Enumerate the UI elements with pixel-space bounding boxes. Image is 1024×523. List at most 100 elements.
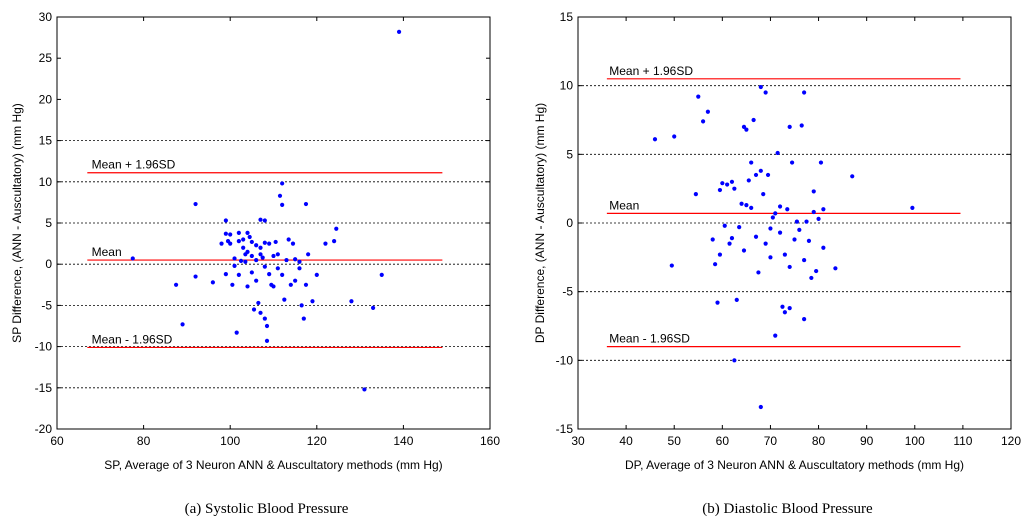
data-point <box>238 258 244 264</box>
data-point <box>741 248 747 253</box>
data-point <box>219 241 224 246</box>
data-point <box>802 317 807 322</box>
grid-lines-systolic <box>57 140 490 389</box>
data-point <box>210 280 215 285</box>
x-ticks-systolic: 60 80 100 120 140 160 <box>50 17 500 448</box>
x-tick-label: 80 <box>137 434 151 448</box>
x-axis-label-diastolic: DP, Average of 3 Neuron ANN & Auscultato… <box>625 458 964 472</box>
data-point <box>230 282 235 287</box>
data-point <box>271 253 276 259</box>
data-point <box>130 256 135 261</box>
data-point <box>245 249 250 254</box>
data-point <box>273 239 278 245</box>
data-point <box>773 211 778 216</box>
data-point <box>310 299 315 304</box>
data-point <box>729 179 735 184</box>
data-point <box>809 275 814 281</box>
y-tick-label: 0 <box>45 257 52 271</box>
data-point <box>241 237 246 242</box>
data-point <box>262 240 267 245</box>
data-point <box>249 239 254 245</box>
caption-systolic: (a) Systolic Blood Pressure <box>185 501 349 517</box>
data-point <box>264 323 270 329</box>
data-point <box>782 252 787 257</box>
data-point <box>297 259 302 264</box>
data-point <box>770 215 775 220</box>
data-point <box>264 338 270 343</box>
data-point <box>284 257 289 263</box>
data-point <box>804 219 809 224</box>
data-point <box>782 310 787 315</box>
y-tick-label: 10 <box>560 79 574 93</box>
data-point <box>710 237 715 242</box>
data-point <box>254 243 259 248</box>
data-point <box>290 241 296 246</box>
data-point <box>301 316 306 321</box>
data-point <box>821 245 826 250</box>
data-point <box>787 264 792 270</box>
data-point <box>737 225 742 230</box>
data-point <box>758 168 763 173</box>
data-point <box>705 109 711 114</box>
reference-line-label: Mean <box>92 245 122 259</box>
y-tick-label: 15 <box>560 10 574 24</box>
data-point <box>245 230 250 235</box>
data-point <box>236 230 241 235</box>
data-point <box>262 316 267 321</box>
data-point <box>245 284 250 289</box>
data-point <box>773 333 778 338</box>
data-point <box>850 174 855 179</box>
data-point <box>785 207 790 212</box>
y-tick-label: -5 <box>41 298 52 312</box>
reference-line-label: Mean - 1.96SD <box>609 332 690 346</box>
x-tick-label: 100 <box>220 434 240 448</box>
data-point <box>258 245 263 250</box>
y-tick-label: 5 <box>566 147 573 161</box>
data-point <box>258 310 263 315</box>
data-point <box>267 271 272 277</box>
data-point <box>739 201 744 206</box>
reference-line-label: Mean - 1.96SD <box>92 332 173 346</box>
y-ticks-diastolic: -15 -10 -5 0 5 10 15 <box>556 10 1011 436</box>
data-point <box>799 123 804 128</box>
data-point <box>332 239 337 244</box>
data-point <box>794 219 800 224</box>
data-point <box>729 236 735 241</box>
data-point <box>722 223 727 228</box>
data-point <box>349 299 354 304</box>
data-point <box>693 192 698 197</box>
reference-lines-systolic: Mean + 1.96SD Mean Mean - 1.96SD <box>87 158 443 349</box>
y-tick-label: 10 <box>39 175 53 189</box>
y-tick-label: 30 <box>39 10 53 24</box>
data-point <box>323 241 328 246</box>
data-point <box>299 303 304 308</box>
data-point <box>258 252 263 257</box>
data-point <box>228 241 233 246</box>
data-point <box>293 278 298 283</box>
data-point <box>370 305 376 310</box>
data-point <box>254 278 259 283</box>
grid-lines-diastolic <box>578 85 1011 361</box>
caption-diastolic: (b) Diastolic Blood Pressure <box>702 501 873 517</box>
y-tick-label: -15 <box>556 422 574 436</box>
y-tick-label: 15 <box>39 134 53 148</box>
data-point <box>247 234 252 240</box>
data-point <box>777 204 783 209</box>
x-tick-label: 160 <box>480 434 500 448</box>
data-point <box>280 202 285 207</box>
data-point <box>761 192 766 197</box>
data-point <box>751 117 756 123</box>
data-point <box>234 330 239 335</box>
panel-diastolic: 30 40 50 60 70 80 90 100 110 120 -15 -10 -5 0 5 10 15 M… <box>533 10 1021 517</box>
data-point <box>173 282 179 287</box>
data-point <box>732 186 737 191</box>
data-point <box>814 268 819 274</box>
x-axis-label-systolic: SP, Average of 3 Neuron ANN & Auscultato… <box>104 458 442 472</box>
data-point <box>254 257 259 263</box>
data-point <box>249 270 254 275</box>
data-point <box>787 124 792 129</box>
data-point <box>669 263 674 268</box>
data-point <box>180 322 185 327</box>
x-tick-label: 50 <box>668 434 682 448</box>
data-point <box>802 257 807 263</box>
